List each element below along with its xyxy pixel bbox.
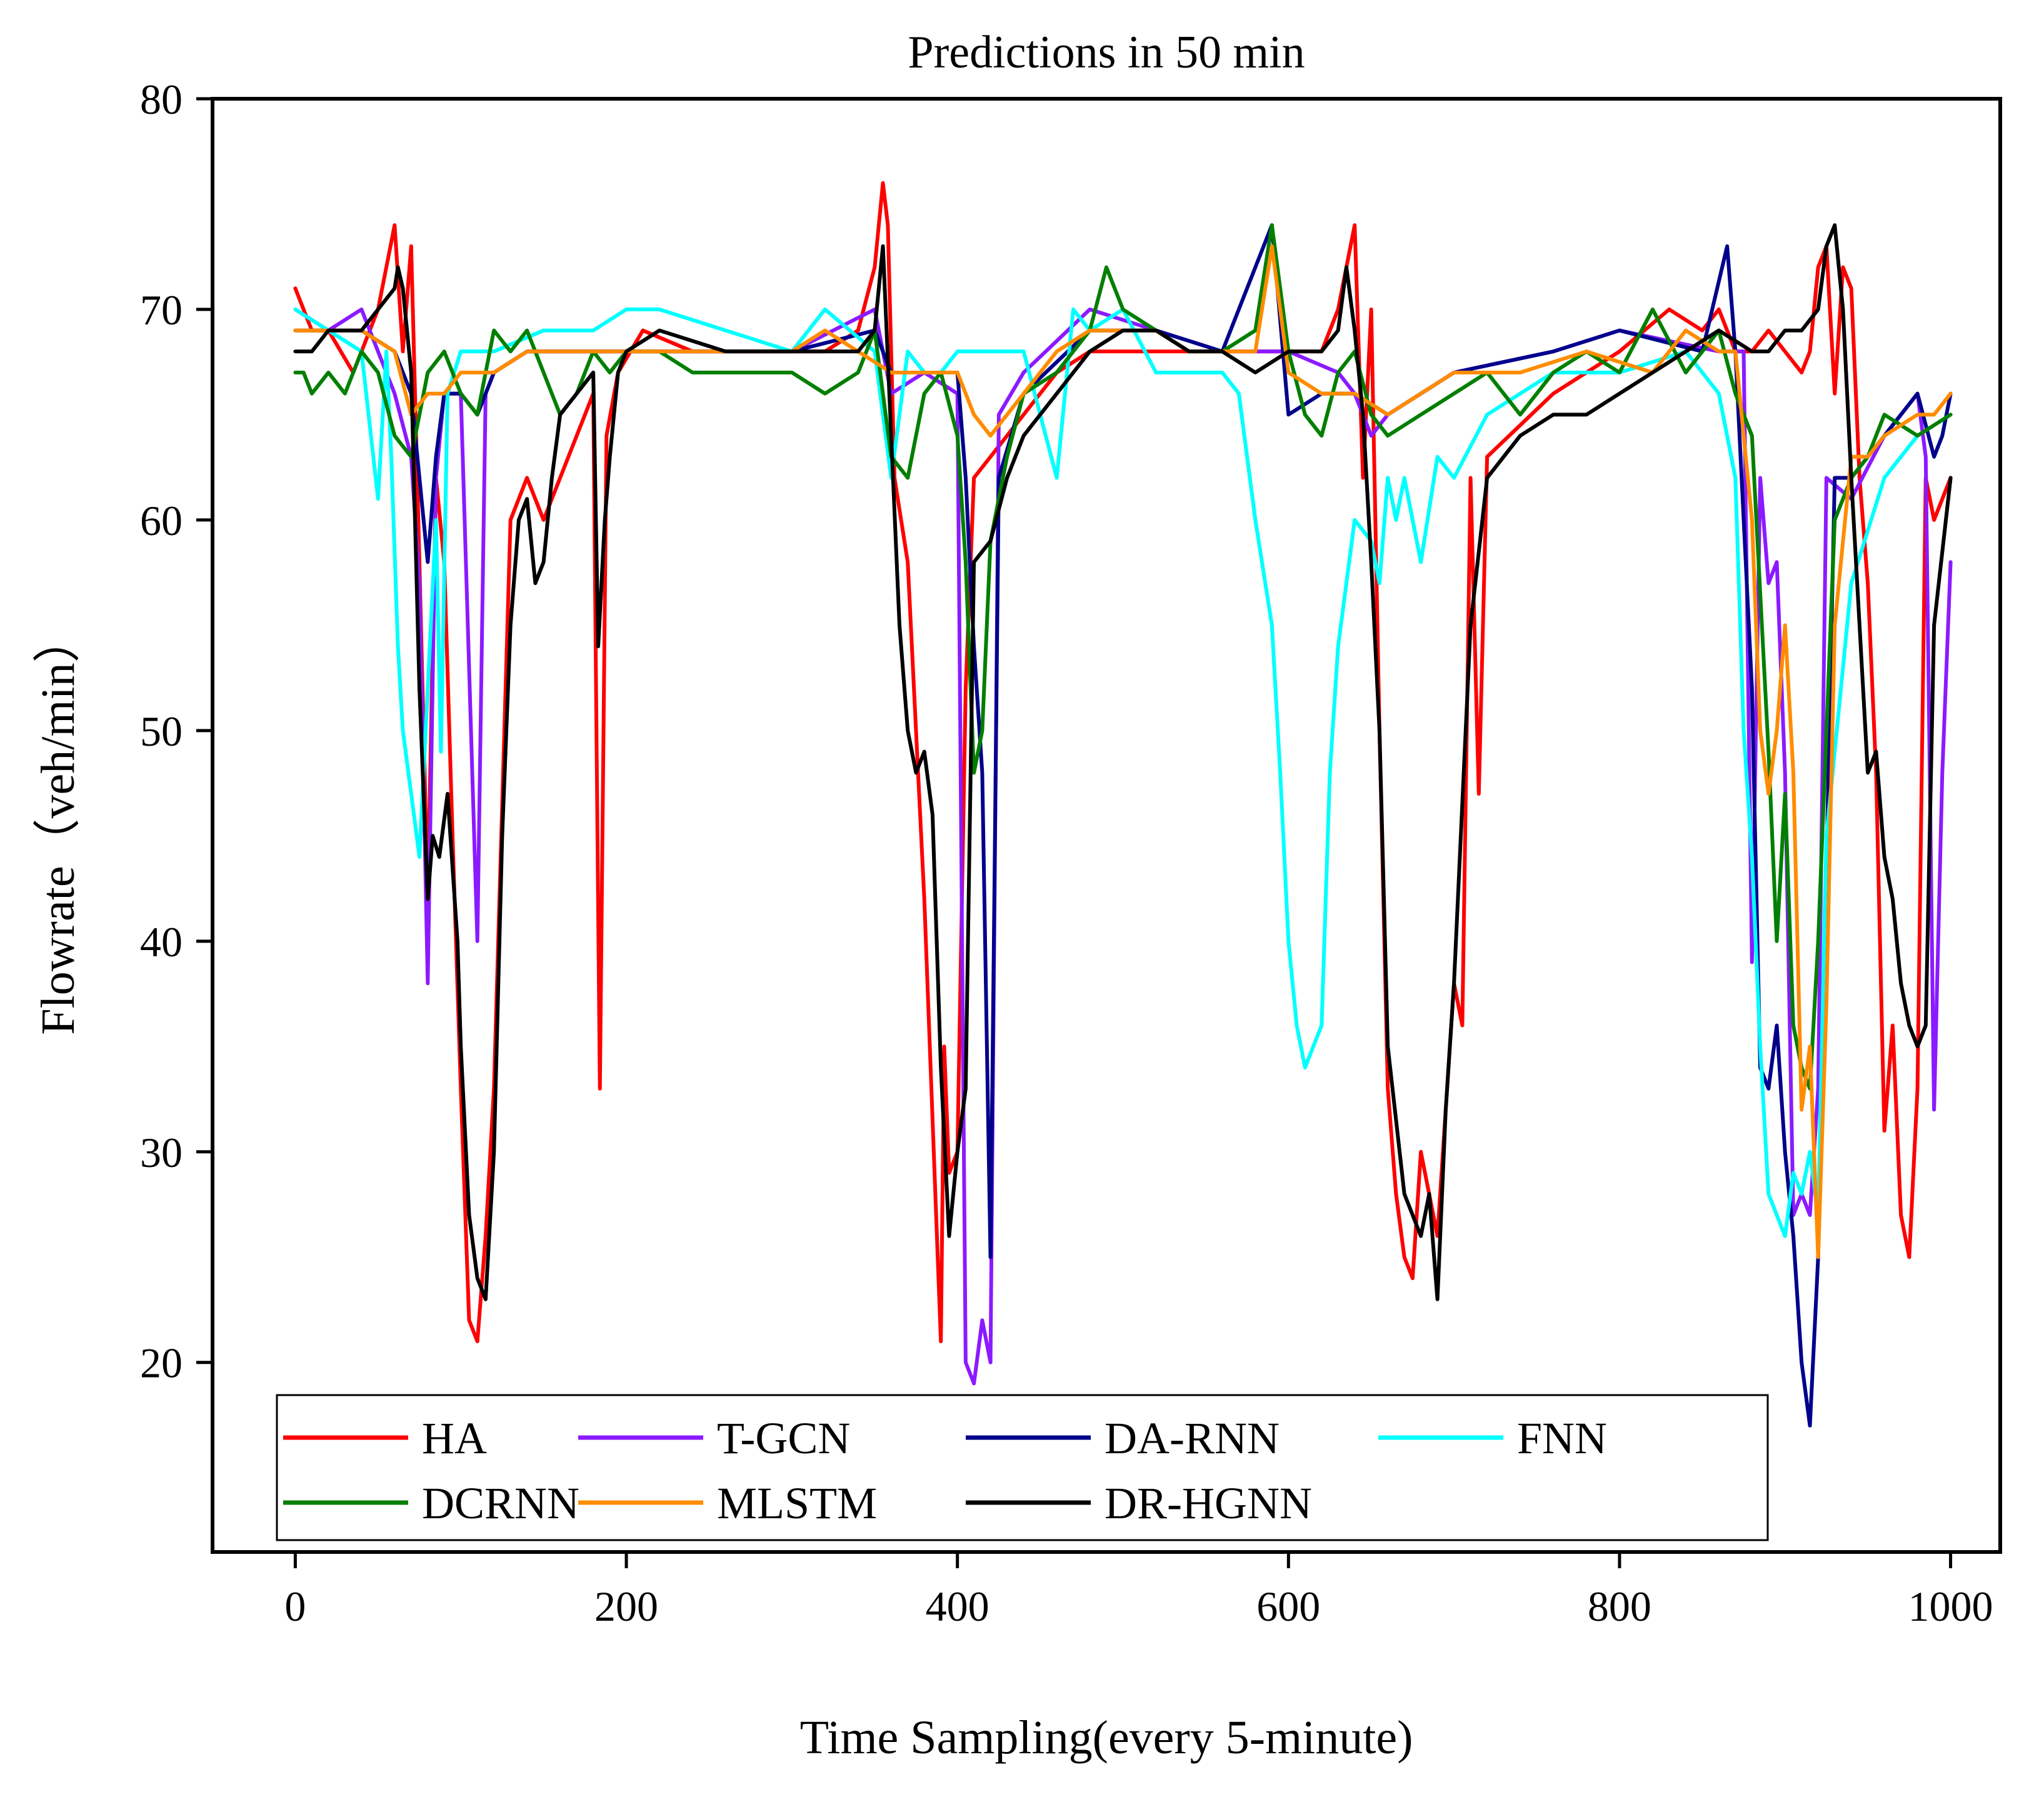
- y-tick-label: 80: [140, 76, 183, 123]
- x-tick-label: 1000: [1908, 1583, 1993, 1630]
- series-layer: [293, 181, 1953, 1428]
- y-axis-title: Flowrate（veh/min）: [32, 615, 84, 1034]
- legend: HA T-GCN DA-RNN FNN DCRNN MLSTM DR-HGNN: [276, 1394, 1769, 1541]
- series-line-ha: [293, 181, 1953, 1343]
- x-tick-label: 0: [284, 1583, 306, 1630]
- legend-box: [276, 1394, 1769, 1541]
- x-axis-title: Time Sampling(every 5-minute): [800, 1711, 1413, 1764]
- legend-label-ha: HA: [422, 1413, 487, 1463]
- y-tick-label: 60: [140, 497, 183, 544]
- y-tick-label: 40: [140, 918, 183, 966]
- legend-label-mlstm: MLSTM: [717, 1478, 877, 1528]
- y-tick-label: 50: [140, 708, 183, 755]
- x-tick-label: 400: [926, 1583, 989, 1630]
- x-tick-label: 600: [1256, 1583, 1320, 1630]
- plot-frame: [211, 97, 2002, 1554]
- x-tick-label: 800: [1588, 1583, 1651, 1630]
- y-tick-label: 20: [140, 1339, 183, 1387]
- series-line-fnn: [293, 308, 1953, 1238]
- y-tick-label: 70: [140, 286, 183, 334]
- x-tick-label: 200: [594, 1583, 658, 1630]
- legend-label-dcrnn: DCRNN: [422, 1478, 579, 1528]
- legend-label-da-rnn: DA-RNN: [1105, 1413, 1280, 1463]
- legend-label-dr-hgnn: DR-HGNN: [1105, 1478, 1312, 1528]
- axis-ticks: 0 200 400 600 800 1000 20 30 40 50 60 70 80: [140, 76, 1993, 1630]
- series-line-mlstm: [293, 244, 1953, 1259]
- legend-label-t-gcn: T-GCN: [717, 1413, 850, 1463]
- chart-title: Predictions in 50 min: [908, 27, 1305, 78]
- legend-label-fnn: FNN: [1517, 1413, 1607, 1463]
- y-tick-label: 30: [140, 1129, 183, 1176]
- series-line-dr-hgnn: [293, 223, 1953, 1301]
